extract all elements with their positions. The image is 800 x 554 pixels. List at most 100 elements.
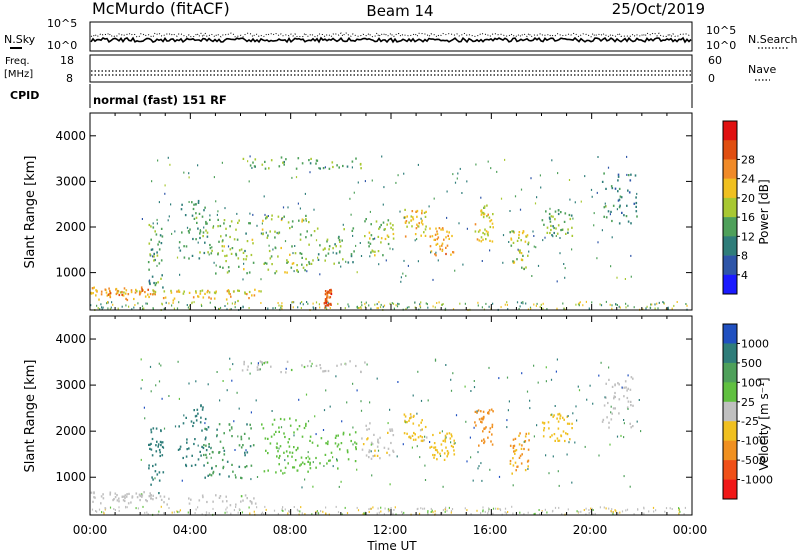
data-cell xyxy=(458,222,460,225)
data-cell xyxy=(597,156,599,158)
data-cell xyxy=(589,384,591,387)
data-cell xyxy=(151,248,154,251)
data-cell xyxy=(438,301,440,304)
data-cell xyxy=(447,453,449,456)
data-cell xyxy=(301,461,304,464)
data-cell xyxy=(305,219,307,222)
data-cell xyxy=(424,435,426,438)
data-cell xyxy=(173,307,175,310)
data-cell xyxy=(528,432,530,435)
data-cell xyxy=(464,385,466,388)
data-cell xyxy=(281,217,283,220)
data-cell xyxy=(329,302,332,305)
data-cell xyxy=(369,507,371,510)
data-cell xyxy=(106,302,108,305)
data-cell xyxy=(616,435,619,438)
data-cell xyxy=(364,361,366,364)
data-cell xyxy=(305,218,307,221)
data-cell xyxy=(116,291,119,294)
data-cell xyxy=(466,180,468,183)
data-cell xyxy=(250,427,252,430)
data-cell xyxy=(499,508,501,510)
data-cell xyxy=(207,474,209,477)
data-cell xyxy=(571,481,573,484)
data-cell xyxy=(243,262,245,265)
data-cell xyxy=(531,275,533,277)
data-cell xyxy=(240,435,243,438)
data-cell xyxy=(527,243,529,246)
data-cell xyxy=(389,302,391,305)
data-cell xyxy=(268,167,270,170)
data-cell xyxy=(654,307,656,310)
data-cell xyxy=(216,213,218,216)
data-cell xyxy=(195,238,197,241)
data-cell xyxy=(240,477,243,480)
data-cell xyxy=(203,453,205,457)
data-cell xyxy=(179,273,181,276)
data-cell xyxy=(289,451,291,454)
data-cell xyxy=(496,170,498,173)
data-cell xyxy=(156,440,158,443)
data-cell xyxy=(161,274,163,277)
data-cell xyxy=(450,389,453,392)
data-cell xyxy=(369,237,371,240)
data-cell xyxy=(435,243,438,246)
data-cell xyxy=(224,207,226,210)
data-cell xyxy=(111,301,113,304)
data-cell xyxy=(629,179,632,182)
data-cell xyxy=(179,249,182,252)
data-cell xyxy=(100,293,103,296)
data-cell xyxy=(235,503,237,506)
data-cell xyxy=(518,236,520,239)
data-cell xyxy=(157,243,159,246)
data-cell xyxy=(228,290,230,293)
data-cell xyxy=(382,305,384,308)
data-cell xyxy=(284,435,286,439)
data-cell xyxy=(210,252,213,255)
data-cell xyxy=(417,260,419,263)
data-cell xyxy=(599,506,601,509)
data-cell xyxy=(263,362,265,365)
data-cell xyxy=(217,210,219,213)
data-cell xyxy=(582,304,584,307)
data-cell xyxy=(193,203,195,206)
data-cell xyxy=(483,427,485,430)
data-cell xyxy=(551,234,553,237)
data-cell xyxy=(580,200,582,203)
data-cell xyxy=(651,303,653,306)
data-cell xyxy=(381,155,383,158)
data-cell xyxy=(369,242,372,245)
data-cell xyxy=(440,228,442,231)
data-cell xyxy=(157,443,160,446)
data-cell xyxy=(309,162,312,165)
data-cell xyxy=(245,449,247,452)
data-cell xyxy=(238,249,241,252)
data-cell xyxy=(241,511,243,514)
data-cell xyxy=(623,419,625,421)
data-cell xyxy=(387,510,390,513)
data-cell xyxy=(490,440,492,443)
data-cell xyxy=(507,409,509,412)
data-cell xyxy=(152,464,154,468)
data-cell xyxy=(212,507,214,510)
data-cell xyxy=(366,428,368,431)
data-cell xyxy=(154,477,156,480)
data-cell xyxy=(429,235,432,238)
data-cell xyxy=(291,245,293,248)
data-cell xyxy=(117,307,119,310)
data-cell xyxy=(315,510,317,513)
data-cell xyxy=(625,215,628,218)
data-cell xyxy=(278,447,280,450)
x-axis-ticks: 00:00 04:00 08:00 12:00 16:00 20:00 00:0… xyxy=(73,523,708,537)
data-cell xyxy=(335,252,338,255)
data-cell xyxy=(348,305,350,308)
data-cell xyxy=(555,235,557,237)
data-cell xyxy=(502,261,504,264)
data-cell xyxy=(618,222,621,225)
data-cell xyxy=(123,287,126,290)
data-cell xyxy=(484,228,486,231)
data-cell xyxy=(576,419,578,422)
data-cell xyxy=(90,291,92,294)
data-cell xyxy=(543,429,545,432)
data-cell xyxy=(629,485,631,488)
